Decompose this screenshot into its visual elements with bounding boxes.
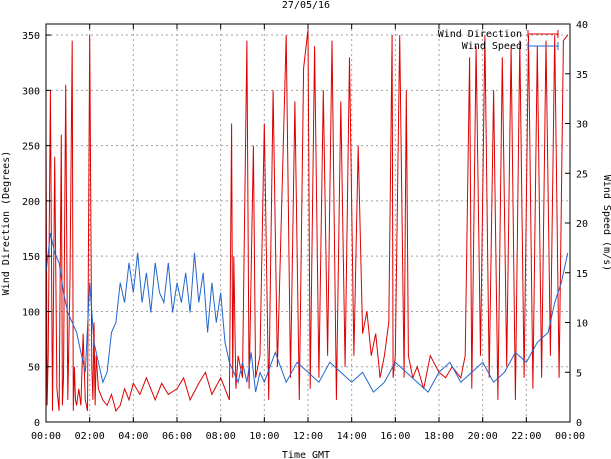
- x-tick-label: 18:00: [424, 431, 454, 442]
- x-tick-label: 16:00: [380, 431, 410, 442]
- series-layer: [45, 29, 569, 412]
- y-right-tick-label: 0: [576, 418, 582, 429]
- x-tick-label: 00:00: [31, 431, 61, 442]
- y-left-tick-label: 300: [22, 86, 40, 97]
- x-tick-label: 04:00: [118, 431, 148, 442]
- x-tick-label: 02:00: [75, 431, 105, 442]
- x-tick-label: 06:00: [162, 431, 192, 442]
- y-right-tick-label: 40: [576, 20, 588, 31]
- axes: 00:00 02:00 04:00 06:00 08:00 10:00 12:00 14:00…: [22, 20, 588, 442]
- x-tick-label: 10:00: [249, 431, 279, 442]
- y-right-tick-label: 35: [576, 70, 588, 81]
- y-axis-left-label: Wind Direction (Degrees): [1, 151, 12, 296]
- y-right-tick-label: 25: [576, 169, 588, 180]
- y-right-tick-label: 15: [576, 269, 588, 280]
- legend-label-wind-speed: Wind Speed: [462, 41, 522, 52]
- y-left-tick-label: 250: [22, 142, 40, 153]
- x-tick-label: 20:00: [468, 431, 498, 442]
- x-tick-label: 00:00: [555, 431, 585, 442]
- x-tick-label: 22:00: [511, 431, 541, 442]
- y-axis-right-label: Wind Speed (m/s): [601, 175, 611, 271]
- y-right-tick-label: 10: [576, 319, 588, 330]
- x-tick-label: 08:00: [206, 431, 236, 442]
- y-left-tick-label: 100: [22, 307, 40, 318]
- legend: Wind Direction Wind Speed: [438, 29, 559, 52]
- y-left-tick-label: 350: [22, 31, 40, 42]
- x-axis-label: Time GMT: [282, 450, 330, 459]
- y-left-tick-label: 0: [34, 418, 40, 429]
- y-right-tick-label: 30: [576, 120, 588, 131]
- x-tick-label: 12:00: [293, 431, 323, 442]
- chart-title: 27/05/16: [282, 0, 330, 11]
- y-left-tick-label: 50: [28, 363, 40, 374]
- y-left-tick-label: 150: [22, 252, 40, 263]
- y-left-tick-label: 200: [22, 197, 40, 208]
- x-tick-label: 14:00: [337, 431, 367, 442]
- legend-label-wind-direction: Wind Direction: [438, 29, 522, 40]
- y-right-tick-label: 5: [576, 368, 582, 379]
- y-right-tick-label: 20: [576, 219, 588, 230]
- series-line-wind-speed: [45, 232, 569, 393]
- series-line-wind-direction: [45, 29, 569, 412]
